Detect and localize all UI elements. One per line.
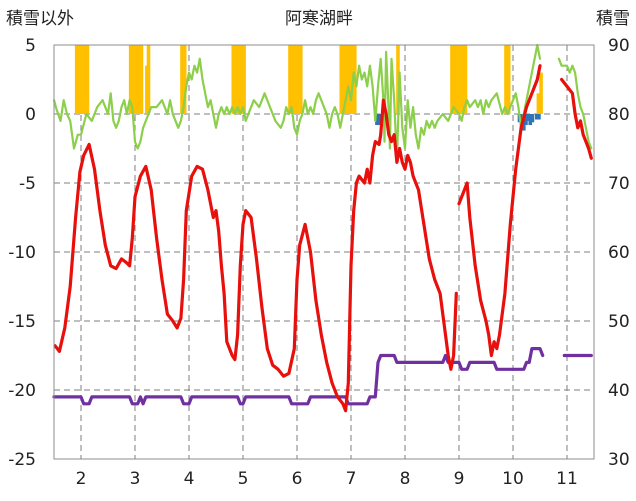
precip-bar	[375, 114, 379, 126]
left-tick-label: -20	[8, 381, 36, 401]
x-tick-label: 9	[454, 469, 465, 489]
left-tick-label: 0	[25, 105, 36, 125]
left-tick-label: -5	[19, 174, 36, 194]
sunshine-bar	[344, 45, 349, 114]
sunshine-bar	[136, 45, 141, 114]
right-tick-label: 40	[608, 381, 630, 401]
sunshine-bar	[539, 72, 543, 114]
sunshine-bar	[236, 45, 241, 114]
left-tick-label: -15	[8, 312, 36, 332]
sunshine-bar	[131, 45, 136, 114]
right-tick-label: 30	[608, 450, 630, 470]
sunshine-bar	[455, 45, 460, 114]
sunshine-bar	[231, 45, 236, 114]
sunshine-bar	[180, 45, 184, 114]
sunshine-bar	[288, 45, 292, 114]
sunshine-bar	[82, 45, 87, 114]
sunshine-bar	[74, 45, 79, 114]
right-tick-label: 80	[608, 105, 630, 125]
x-tick-label: 11	[556, 469, 578, 489]
sunshine-bar	[128, 45, 133, 114]
x-tick-label: 4	[184, 469, 195, 489]
sunshine-bar	[290, 45, 295, 114]
sunshine-bar	[460, 45, 465, 114]
x-tick-label: 2	[76, 469, 87, 489]
left-axis-label: 積雪以外	[6, 9, 74, 29]
humidity_like-series-line	[52, 43, 593, 164]
precip-bar	[377, 114, 381, 126]
line-series	[52, 43, 593, 413]
x-tick-label: 10	[502, 469, 524, 489]
x-tick-label: 5	[238, 469, 249, 489]
precip-bar	[537, 114, 541, 120]
sunshine-bar	[134, 45, 138, 114]
right-tick-label: 50	[608, 312, 630, 332]
sunshine-bar	[242, 45, 246, 114]
sunshine-bar	[182, 45, 187, 114]
precip-bar	[534, 114, 539, 120]
sunshine-bar	[293, 45, 298, 114]
precip-bar	[530, 114, 535, 123]
sunshine-bar	[347, 45, 352, 114]
left-tick-label: 5	[25, 36, 36, 56]
grid	[54, 45, 594, 459]
sunshine-bar	[146, 45, 151, 114]
right-tick-label: 60	[608, 243, 630, 263]
temperature-series-line	[53, 64, 593, 413]
sunshine-bar	[536, 93, 541, 114]
sunshine-bar	[139, 45, 144, 114]
left-tick-label: -25	[8, 450, 36, 470]
left-tick-label: -10	[8, 243, 36, 263]
sunshine-bar	[77, 45, 82, 114]
sunshine-bar	[450, 45, 454, 114]
x-tick-label: 6	[292, 469, 303, 489]
right-tick-label: 90	[608, 36, 630, 56]
precip-bar	[524, 114, 528, 126]
chart-title: 阿寒湖畔	[285, 9, 353, 29]
sunshine-bar	[463, 45, 468, 114]
sunshine-bar	[506, 45, 511, 114]
sunshine-bar	[452, 45, 457, 114]
sunshine-bar	[234, 45, 238, 114]
sunshine-bar	[239, 45, 244, 114]
right-tick-label: 70	[608, 174, 630, 194]
sunshine-bar	[458, 45, 462, 114]
x-tick-label: 3	[130, 469, 141, 489]
x-tick-label: 8	[400, 469, 411, 489]
sunshine-bar	[298, 45, 303, 114]
right-axis-label: 積雪	[596, 9, 630, 29]
sunshine-bar	[80, 45, 84, 114]
plot-frame	[53, 44, 595, 460]
bar-series	[74, 45, 543, 131]
precip-bar	[526, 114, 530, 121]
sunshine-bar	[396, 45, 400, 114]
sunshine-bar	[504, 45, 508, 114]
sunshine-bar	[85, 45, 90, 114]
sunshine-bar	[339, 45, 344, 114]
x-tick-label: 7	[346, 469, 357, 489]
sunshine-bar	[296, 45, 300, 114]
precip-bar	[528, 114, 533, 126]
sunshine-bar	[342, 45, 346, 114]
